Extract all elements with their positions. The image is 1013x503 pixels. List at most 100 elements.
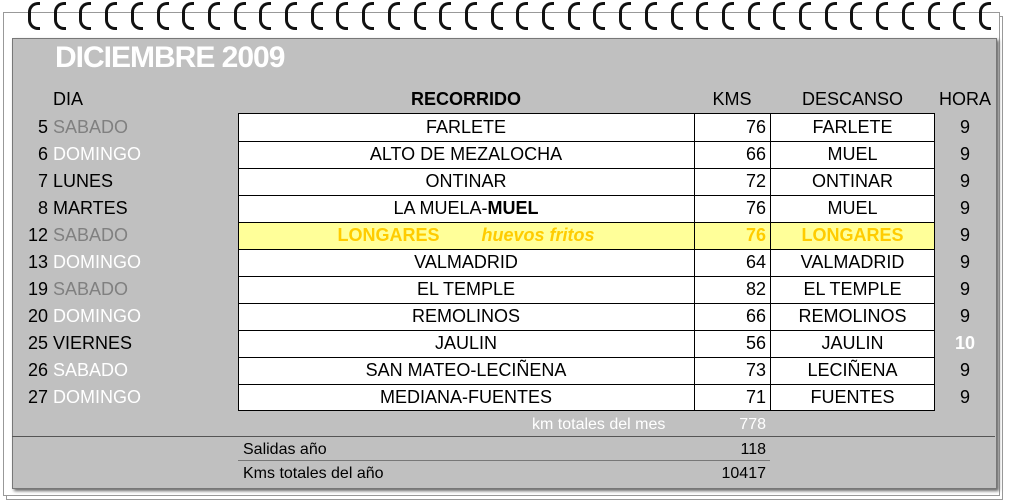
rest-stop: REMOLINOS (798, 306, 907, 326)
rest-stop: JAULIN (821, 333, 884, 353)
route-table (238, 113, 935, 411)
spiral-ring (824, 2, 837, 30)
route-cell: MEDIANA-FUENTES (238, 384, 694, 411)
spiral-ring (644, 2, 657, 30)
day-number: 19 (27, 279, 48, 299)
route-cell: FARLETE (238, 114, 694, 141)
route-cell: VALMADRID (238, 249, 694, 276)
weekday: SABADO (53, 360, 129, 380)
column-header: KMS (712, 89, 752, 109)
route: EL TEMPLE (416, 279, 516, 299)
summary-label: Kms totales del año (243, 465, 384, 482)
row-divider (238, 195, 935, 196)
route: LONGARES (337, 225, 440, 245)
weekday: DOMINGO (53, 306, 141, 326)
spiral-ring (259, 2, 272, 30)
spiral-ring (105, 2, 118, 30)
kms: 76 (745, 198, 766, 218)
rest-stop: MUEL (827, 198, 878, 218)
summary-value: 10417 (721, 465, 767, 482)
route: LA MUELA- (393, 198, 488, 218)
hora: 9 (959, 144, 970, 164)
spiral-ring (696, 2, 709, 30)
route-cell: ALTO DE MEZALOCHA (238, 141, 694, 168)
route: VALMADRID (414, 252, 518, 272)
row-divider (238, 330, 935, 331)
weekday: LUNES (53, 171, 114, 191)
rest-stop: FUENTES (810, 387, 895, 407)
kms: 82 (745, 279, 766, 299)
route-note: huevos fritos (481, 225, 595, 245)
day-number: 6 (37, 144, 48, 164)
kms: 71 (745, 387, 766, 407)
route: FARLETE (425, 117, 507, 137)
hora: 9 (959, 171, 970, 191)
spiral-ring (670, 2, 683, 30)
spiral-ring (285, 2, 297, 30)
weekday: SABADO (53, 279, 129, 299)
kms: 72 (745, 171, 766, 191)
spiral-ring (978, 2, 991, 30)
spiral-ring (387, 2, 400, 30)
route: ONTINAR (425, 171, 507, 191)
row-divider (238, 384, 935, 385)
spiral-ring (182, 2, 195, 30)
hora: 9 (959, 117, 970, 137)
spiral-ring (464, 2, 477, 30)
hora: 9 (959, 279, 970, 299)
spiral-ring (953, 2, 966, 30)
rest-stop: LECIÑENA (807, 360, 898, 380)
spiral-ring (747, 2, 760, 30)
day-number: 5 (37, 117, 48, 137)
column-header: DESCANSO (801, 89, 904, 109)
weekday: MARTES (53, 198, 128, 218)
column-header: DIA (53, 89, 84, 109)
spiral-ring (28, 2, 40, 30)
spiral-ring (413, 2, 426, 30)
weekday: VIERNES (53, 333, 133, 353)
spiral-ring (593, 2, 606, 30)
summary-divider (12, 436, 995, 437)
spiral-ring (901, 2, 914, 30)
rest-stop: ONTINAR (812, 171, 893, 191)
weekday: DOMINGO (53, 387, 141, 407)
weekday: SABADO (53, 225, 129, 245)
hora: 9 (959, 198, 970, 218)
kms: 56 (745, 333, 766, 353)
route: JAULIN (434, 333, 497, 353)
row-highlight (239, 222, 934, 249)
hora: 9 (959, 306, 970, 326)
rest-stop: FARLETE (812, 117, 893, 137)
spiral-ring (156, 2, 169, 30)
kms: 66 (745, 306, 766, 326)
route-cell: SAN MATEO-LECIÑENA (238, 357, 694, 384)
route-cell: REMOLINOS (238, 303, 694, 330)
day-number: 25 (27, 333, 48, 353)
day-number: 7 (37, 171, 48, 191)
day-number: 12 (27, 225, 48, 245)
day-number: 13 (27, 252, 48, 272)
month-total-label: km totales del mes (532, 416, 666, 433)
route-emphasis: MUEL (487, 198, 539, 218)
spiral-ring (516, 2, 529, 30)
rest-stop: EL TEMPLE (803, 279, 902, 299)
spiral-ring (336, 2, 349, 30)
hora: 10 (954, 333, 976, 353)
route-cell: JAULIN (238, 330, 694, 357)
spiral-ring (927, 2, 940, 30)
row-divider (238, 168, 935, 169)
route-cell: ONTINAR (238, 168, 694, 195)
spiral-ring (439, 2, 452, 30)
route: MEDIANA-FUENTES (379, 387, 552, 407)
spiral-ring (130, 2, 143, 30)
kms: 73 (745, 360, 766, 380)
route: REMOLINOS (411, 306, 521, 326)
row-divider (238, 141, 935, 142)
kms: 76 (745, 225, 766, 245)
day-number: 20 (27, 306, 48, 326)
hora: 9 (959, 252, 970, 272)
spiral-ring (619, 2, 632, 30)
spiral-ring (362, 2, 375, 30)
route-cell: LONGARES huevos fritos (238, 222, 694, 249)
kms: 64 (745, 252, 766, 272)
